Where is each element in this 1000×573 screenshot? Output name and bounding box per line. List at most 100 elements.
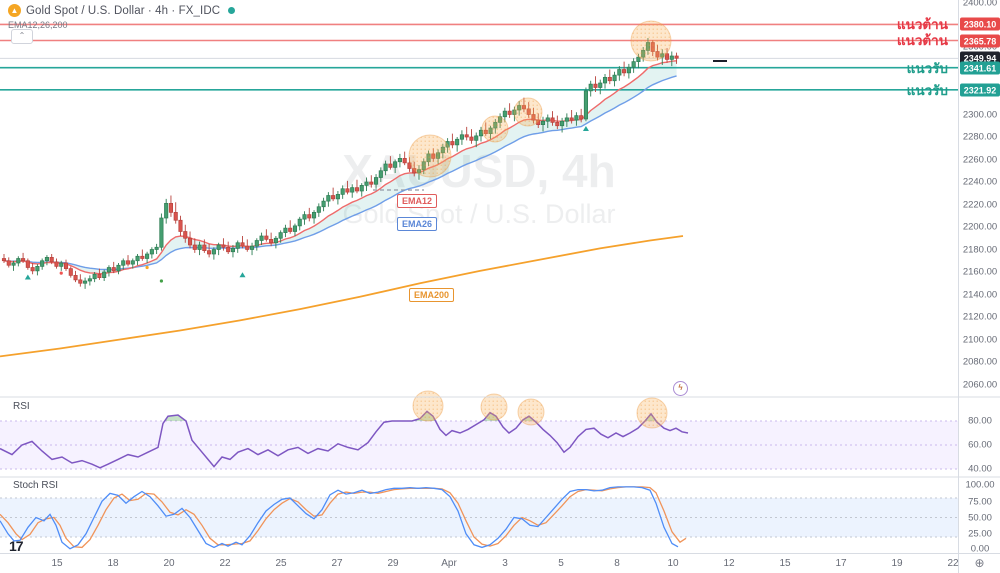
lightning-event-badge[interactable]: ϟ: [673, 381, 688, 396]
highlight-circle: [408, 134, 452, 178]
rsi-panel-title[interactable]: RSI: [13, 401, 30, 412]
price-marker-dash[interactable]: [713, 60, 727, 62]
time-tick: 10: [667, 558, 679, 569]
time-tick: 22: [219, 558, 231, 569]
candle: [397, 158, 402, 163]
candle: [359, 185, 364, 192]
price-tag-last: 2349.94: [960, 51, 1000, 65]
candle: [602, 77, 608, 84]
stoch-rsi-panel-title[interactable]: Stoch RSI: [13, 480, 59, 491]
candle: [21, 258, 26, 262]
candle: [631, 61, 636, 68]
candle: [49, 257, 54, 263]
candle: [607, 77, 612, 82]
axis-tick: 75.00: [968, 496, 992, 508]
time-tick: 29: [387, 558, 399, 569]
time-tick: 22: [947, 558, 959, 569]
rsi-band: [0, 421, 958, 469]
level-label-support[interactable]: แนวรับ: [906, 82, 948, 98]
time-tick: 3: [502, 558, 508, 569]
candle: [354, 187, 360, 192]
candle: [259, 235, 264, 241]
stoch-k-line[interactable]: [0, 486, 679, 550]
axis-tick: 2080.00: [962, 356, 998, 368]
support-resistance-lines[interactable]: [0, 23, 958, 91]
time-tick: 12: [723, 558, 735, 569]
candle: [283, 227, 288, 233]
candle: [254, 240, 259, 247]
symbol-title[interactable]: Gold Spot / U.S. Dollar · 4h · FX_IDC: [26, 4, 221, 17]
candle: [173, 212, 178, 221]
candle: [574, 115, 579, 121]
axis-tick: 2120.00: [962, 311, 998, 323]
candle: [307, 214, 312, 219]
candle: [78, 279, 83, 284]
time-tick: 5: [558, 558, 564, 569]
candle: [249, 245, 255, 250]
level-label-resistance[interactable]: แนวต้าน: [896, 33, 948, 49]
candlesticks[interactable]: [1, 38, 679, 289]
level-label-support[interactable]: แนวรับ: [906, 60, 948, 76]
candle: [102, 271, 107, 278]
candle: [197, 244, 202, 250]
ema-indicator-legend[interactable]: EMA12,26,200: [8, 20, 68, 30]
legend-collapse-button[interactable]: ⌃: [11, 29, 33, 44]
candle: [455, 138, 460, 146]
candle: [612, 74, 617, 82]
candle: [125, 260, 131, 265]
candle: [192, 244, 197, 250]
axis-tick: 40.00: [968, 463, 992, 475]
price-tag-support: 2321.92: [960, 83, 1000, 97]
highlight-circles: [408, 20, 672, 429]
candle: [540, 120, 546, 125]
axis-tick: 0.00: [970, 543, 990, 555]
level-label-resistance[interactable]: แนวต้าน: [896, 17, 948, 33]
candle: [121, 260, 126, 266]
axis-tick: 2240.00: [962, 176, 998, 188]
candle: [111, 267, 116, 272]
price-axis[interactable]: 2400.002360.002300.002280.002260.002240.…: [958, 0, 1000, 555]
price-chart-canvas[interactable]: [0, 0, 1000, 553]
ema200-line[interactable]: [0, 235, 684, 358]
candle: [560, 120, 565, 127]
time-axis[interactable]: ⊕ 15 18 20 22 25 27 29 Apr 3 5 8 10 12 15 17 19 22: [0, 553, 1000, 573]
candle: [292, 225, 298, 232]
candle: [588, 83, 593, 92]
candle: [92, 273, 97, 280]
candle: [402, 158, 407, 164]
highlight-circle: [636, 397, 668, 429]
highlight-circle: [517, 398, 545, 426]
highlight-circle: [481, 115, 509, 143]
candle: [63, 262, 69, 269]
candle: [116, 264, 121, 272]
rsi-line[interactable]: [0, 410, 689, 469]
candle: [159, 217, 164, 248]
candle: [211, 249, 216, 255]
candle: [178, 219, 183, 232]
candle: [97, 273, 102, 278]
axis-corner-target-icon[interactable]: ⊕: [958, 554, 1000, 573]
axis-tick: 2260.00: [962, 154, 998, 166]
candle: [44, 257, 49, 262]
candle: [636, 56, 641, 62]
gold-symbol-logo-icon: ▲: [8, 4, 21, 17]
candle: [68, 268, 73, 276]
market-open-status-dot: [228, 7, 236, 14]
highlight-circle: [513, 97, 543, 127]
axis-tick: 2400.00: [962, 0, 998, 9]
candle: [459, 134, 464, 140]
candle: [273, 237, 278, 244]
ema26-line[interactable]: [3, 75, 677, 271]
candle: [221, 244, 226, 248]
time-tick: 18: [107, 558, 119, 569]
time-tick: 25: [275, 558, 287, 569]
price-tag-resistance: 2365.78: [960, 34, 1000, 48]
stoch-d-line[interactable]: [0, 486, 687, 549]
candle: [30, 267, 35, 272]
tradingview-logo[interactable]: 17: [9, 538, 24, 554]
candle: [1, 258, 7, 262]
candle: [130, 260, 135, 265]
ema12-line[interactable]: [3, 60, 677, 275]
candle: [140, 255, 145, 259]
